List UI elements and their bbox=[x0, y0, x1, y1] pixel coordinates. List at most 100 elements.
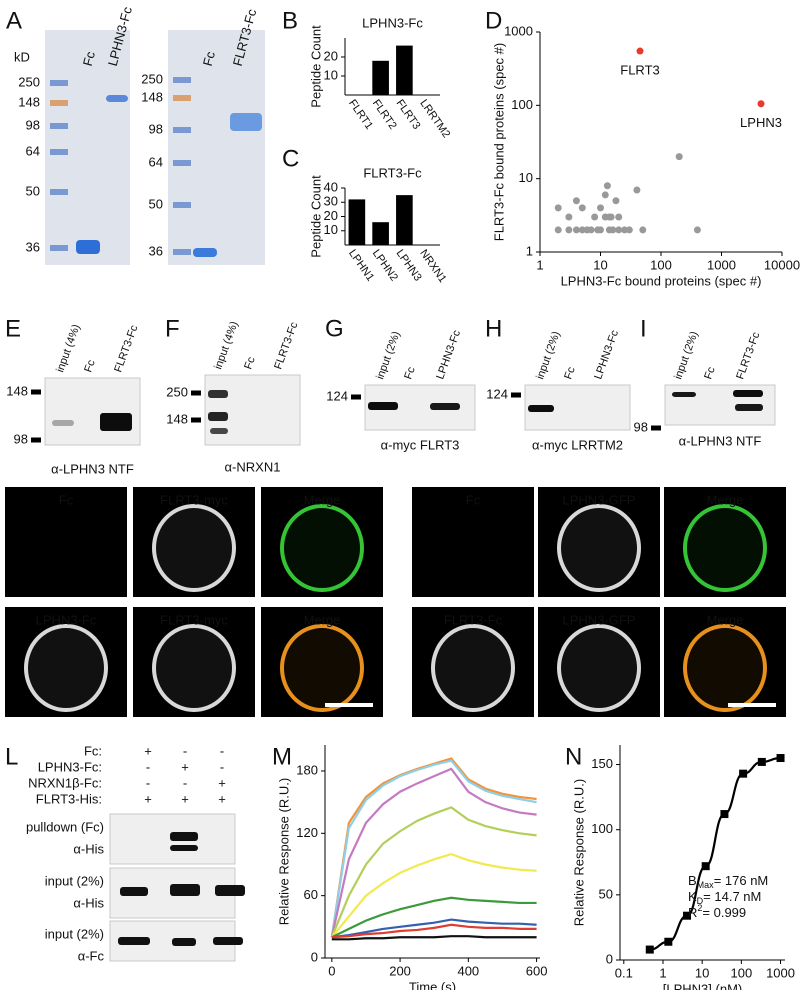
bar bbox=[396, 195, 413, 245]
lane-label: input (2%) bbox=[534, 330, 562, 381]
condition-sign: - bbox=[220, 759, 224, 774]
band bbox=[430, 403, 460, 410]
point bbox=[675, 153, 683, 161]
condition-label: LPHN3-Fc: bbox=[38, 759, 102, 774]
blot bbox=[204, 374, 301, 446]
point bbox=[597, 226, 604, 234]
point bbox=[682, 911, 691, 920]
channel-label: Fc bbox=[466, 492, 481, 507]
annotation-text: = 176 nM bbox=[714, 873, 769, 888]
panel-letter: D bbox=[485, 7, 502, 34]
lane-label: FLRT3-Fc bbox=[112, 323, 140, 374]
channel-label: LPHN3-Fc bbox=[36, 612, 97, 627]
x-axis-label: LPHN3-Fc bound proteins (spec #) bbox=[561, 273, 762, 288]
marker-tick bbox=[31, 437, 41, 443]
condition-sign: - bbox=[183, 743, 187, 758]
point bbox=[776, 754, 785, 763]
y-axis-label: Relative Response (R.U.) bbox=[276, 778, 291, 925]
ladder-band bbox=[173, 160, 191, 166]
point bbox=[757, 757, 766, 766]
lane-label: Fc bbox=[82, 358, 98, 374]
point bbox=[603, 182, 611, 190]
annotation-text: K bbox=[688, 889, 697, 904]
y-tick-label: 150 bbox=[591, 756, 613, 771]
point bbox=[612, 197, 620, 205]
condition-sign: - bbox=[146, 775, 150, 790]
ladder-band bbox=[173, 127, 191, 133]
x-tick-label: 200 bbox=[389, 963, 411, 978]
cell-outline bbox=[683, 624, 767, 712]
y-tick-label: 0 bbox=[311, 949, 318, 964]
point bbox=[587, 226, 595, 234]
ladder-band bbox=[50, 245, 68, 251]
y-tick-label: 120 bbox=[296, 825, 318, 840]
lane-label: input (4%) bbox=[212, 320, 240, 371]
chart-title: LPHN3-Fc bbox=[362, 15, 423, 30]
marker-tick bbox=[191, 417, 201, 423]
marker-label: 148 bbox=[141, 89, 163, 104]
x-tick-label: 1000 bbox=[707, 257, 736, 272]
y-tick-label: 10 bbox=[324, 222, 338, 237]
point bbox=[625, 226, 633, 234]
band bbox=[170, 832, 198, 841]
ladder-band bbox=[173, 77, 191, 83]
marker-label: 250 bbox=[18, 74, 40, 89]
point-label: LPHN3 bbox=[740, 115, 782, 130]
annotation: KD= 14.7 nM bbox=[688, 889, 761, 906]
band bbox=[733, 390, 763, 397]
marker-label: 148 bbox=[166, 411, 188, 426]
marker-label: 124 bbox=[326, 388, 348, 403]
annotation-text: = 14.7 nM bbox=[703, 889, 761, 904]
cell-outline bbox=[280, 624, 364, 712]
point bbox=[572, 197, 580, 205]
y-tick-label: 180 bbox=[296, 762, 318, 777]
panel-letter: M bbox=[272, 743, 292, 770]
condition-sign: + bbox=[144, 791, 152, 806]
point bbox=[720, 810, 729, 819]
y-tick-label: 1000 bbox=[504, 23, 533, 38]
panel-letter: I bbox=[640, 315, 647, 342]
marker-tick bbox=[191, 390, 201, 396]
channel-label: LPHN3-GFP bbox=[563, 612, 636, 627]
point bbox=[615, 213, 623, 221]
series-line bbox=[331, 918, 537, 939]
unit-label: kD bbox=[14, 49, 30, 64]
band bbox=[735, 404, 763, 411]
marker-label: 98 bbox=[634, 419, 648, 434]
lane-label: Fc bbox=[200, 49, 218, 67]
condition-label: FLRT3-His: bbox=[36, 791, 102, 806]
marker-label: 148 bbox=[6, 383, 28, 398]
band bbox=[208, 390, 228, 398]
x-tick-label: 600 bbox=[526, 963, 548, 978]
channel-label: FLRT3-Fc bbox=[444, 612, 503, 627]
y-tick-label: 60 bbox=[304, 887, 318, 902]
ladder-band bbox=[173, 249, 191, 255]
condition-sign: - bbox=[146, 759, 150, 774]
point bbox=[578, 226, 586, 234]
marker-label: 36 bbox=[149, 243, 163, 258]
y-tick-label: 10 bbox=[519, 170, 533, 185]
cell-outline bbox=[431, 624, 515, 712]
x-tick-label: 0 bbox=[328, 963, 335, 978]
annotation: BMax= 176 nM bbox=[688, 873, 768, 890]
x-tick-label: NRXN1 bbox=[417, 248, 448, 285]
chart-title: FLRT3-Fc bbox=[363, 165, 422, 180]
point bbox=[701, 862, 710, 871]
channel-label: Merge bbox=[304, 612, 341, 627]
condition-sign: + bbox=[144, 743, 152, 758]
point bbox=[757, 100, 765, 108]
marker-tick bbox=[651, 425, 661, 431]
antibody-label: α-NRXN1 bbox=[225, 459, 281, 474]
panel-letter: N bbox=[565, 743, 582, 770]
band bbox=[76, 240, 100, 254]
cell-outline bbox=[557, 624, 641, 712]
x-axis-label: Time (s) bbox=[409, 979, 456, 990]
point-label: FLRT3 bbox=[620, 62, 660, 77]
y-tick-label: 0 bbox=[606, 951, 613, 966]
y-tick-label: 1 bbox=[526, 243, 533, 258]
blot bbox=[44, 377, 141, 446]
x-axis-label: [LPHN3] (nM) bbox=[663, 981, 742, 990]
channel-label: FLRT3-myc bbox=[160, 492, 228, 507]
cell-outline bbox=[152, 624, 236, 712]
point bbox=[554, 204, 562, 212]
